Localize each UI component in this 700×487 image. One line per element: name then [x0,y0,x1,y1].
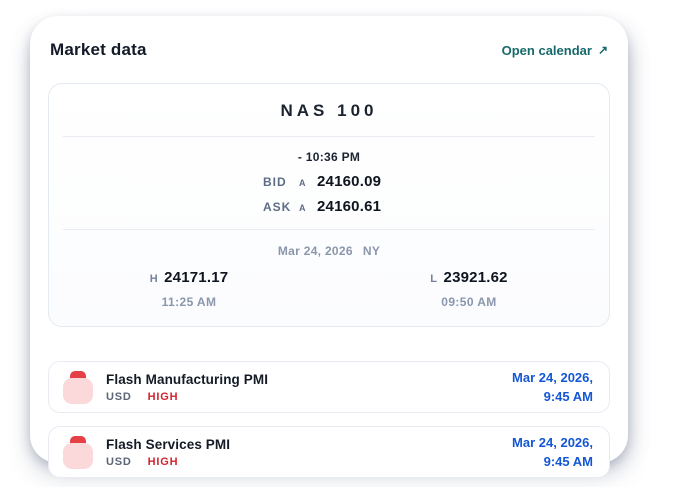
open-calendar-link[interactable]: Open calendar ↗ [502,43,608,58]
page-title: Market data [50,40,147,59]
quote-timestamp: - 10:36 PM [297,150,361,164]
exchange-code: NY [362,244,381,258]
open-calendar-label: Open calendar [501,42,592,58]
instrument-quote-panel: NAS 100 - 10:36 PM BID A 24160.09 ASK A … [48,83,610,327]
low-value: 23921.62 [443,269,508,286]
event-datetime: Mar 24, 2026, 9:45 AM [512,433,593,471]
card-header: Market data Open calendar ↗ [48,40,610,60]
calendar-event-icon-body [63,377,93,404]
event-row-flash-services-pmi[interactable]: Flash Services PMI USD HIGH Mar 24, 2026… [48,426,610,478]
event-datetime: Mar 24, 2026, 9:45 AM [512,368,593,406]
external-link-arrow-icon: ↗ [597,43,608,57]
event-time-line: 9:45 AM [543,389,593,404]
bid-row: BID A 24160.09 [49,173,609,190]
quotes-block: - 10:36 PM BID A 24160.09 ASK A 24160.61 [49,150,609,229]
high-value: 24171.17 [164,269,229,286]
instrument-symbol: NAS 100 [280,101,378,120]
calendar-event-icon [63,370,93,404]
event-date-line: Mar 24, 2026, [512,370,593,385]
session-date-row: Mar 24, 2026 NY [49,244,609,258]
calendar-event-icon-tab [70,370,86,382]
low-value-line: L 23921.62 [329,269,609,287]
event-time-line: 9:45 AM [543,454,593,469]
event-impact-badge: HIGH [147,455,179,468]
high-value-line: H 24171.17 [49,269,329,287]
event-impact-badge: HIGH [147,390,179,403]
event-date-line: Mar 24, 2026, [512,435,593,450]
event-meta: USD HIGH [106,391,512,403]
session-date: Mar 24, 2026 [277,244,353,258]
bid-value: 24160.09 [317,173,382,190]
bid-ask-quotes: BID A 24160.09 ASK A 24160.61 [49,173,609,215]
tick-direction-indicator: A [299,178,306,188]
event-title: Flash Services PMI [106,436,231,452]
event-currency: USD [106,455,132,468]
calendar-event-icon [63,435,93,469]
ask-value: 24160.61 [317,198,382,215]
event-main: Flash Manufacturing PMI USD HIGH [106,372,512,403]
calendar-event-icon-body [63,442,93,469]
tick-direction-indicator: A [299,203,306,213]
high-label: H [149,273,159,285]
ask-row: ASK A 24160.61 [49,198,609,215]
market-data-card: Market data Open calendar ↗ NAS 100 - 10… [30,16,628,478]
daily-low: L 23921.62 09:50 AM [329,269,609,309]
divider [63,229,595,230]
daily-high: H 24171.17 11:25 AM [49,269,329,309]
divider [63,136,595,137]
low-label: L [430,273,438,285]
ask-label: ASK [263,200,292,214]
low-time: 09:50 AM [441,295,497,309]
event-row-flash-manufacturing-pmi[interactable]: Flash Manufacturing PMI USD HIGH Mar 24,… [48,361,610,413]
event-title: Flash Manufacturing PMI [106,371,269,387]
event-main: Flash Services PMI USD HIGH [106,437,512,468]
economic-events-list: Flash Manufacturing PMI USD HIGH Mar 24,… [48,361,610,478]
bid-label: BID [263,175,287,189]
event-currency: USD [106,390,132,403]
event-meta: USD HIGH [106,456,512,468]
high-low-row: H 24171.17 11:25 AM L 23921.62 09:50 AM [49,269,609,326]
high-time: 11:25 AM [161,295,217,309]
calendar-event-icon-tab [70,435,86,447]
